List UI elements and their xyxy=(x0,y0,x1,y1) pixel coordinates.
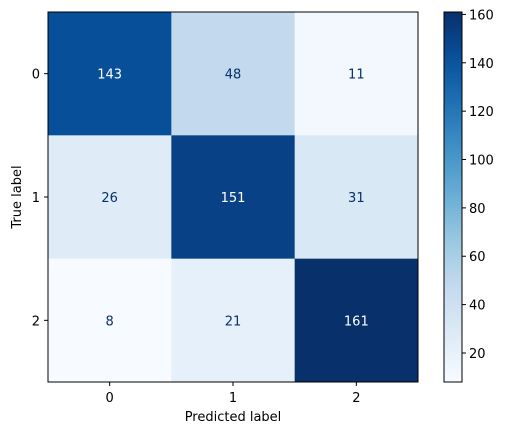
x-axis-ticks: 0 1 2 xyxy=(106,382,360,406)
heatmap-cells: 143 48 11 26 151 31 8 21 161 xyxy=(48,12,419,383)
colorbar-ticks: 20 40 60 80 100 120 140 160 xyxy=(462,8,494,362)
heatmap-cell xyxy=(171,135,296,260)
cell-value-label: 143 xyxy=(97,68,122,83)
heatmap-cell xyxy=(48,12,172,136)
heatmap-cell xyxy=(48,258,172,383)
cell-value-label: 8 xyxy=(106,314,114,329)
x-tick-label: 0 xyxy=(106,391,114,406)
y-tick-label: 2 xyxy=(32,314,40,329)
colorbar-tick-label: 100 xyxy=(469,154,494,169)
heatmap-cell xyxy=(294,135,419,260)
heatmap-cell xyxy=(294,12,419,136)
cell-value-label: 161 xyxy=(344,314,369,329)
heatmap-cell xyxy=(294,258,419,383)
y-tick-label: 0 xyxy=(32,68,40,83)
colorbar-tick-label: 20 xyxy=(469,347,486,362)
colorbar-tick-label: 60 xyxy=(469,250,486,265)
x-tick-label: 1 xyxy=(229,391,237,406)
x-axis-label: Predicted label xyxy=(185,410,282,425)
heatmap-cell xyxy=(171,12,296,136)
cell-value-label: 48 xyxy=(225,68,242,83)
colorbar-tick-label: 160 xyxy=(469,8,494,23)
colorbar-tick-label: 120 xyxy=(469,105,494,120)
colorbar-tick-label: 80 xyxy=(469,202,486,217)
colorbar xyxy=(443,11,463,383)
y-axis-label: True label xyxy=(10,165,25,229)
cell-value-label: 21 xyxy=(225,314,242,329)
cell-value-label: 11 xyxy=(348,68,365,83)
cell-value-label: 151 xyxy=(221,191,246,206)
colorbar-tick-label: 140 xyxy=(469,57,494,72)
colorbar-tick-label: 40 xyxy=(469,299,486,314)
x-tick-label: 2 xyxy=(352,391,360,406)
heatmap-cell xyxy=(48,135,172,260)
cell-value-label: 31 xyxy=(348,191,365,206)
cell-value-label: 26 xyxy=(101,191,118,206)
y-tick-label: 1 xyxy=(32,191,40,206)
y-axis-ticks: 0 1 2 xyxy=(32,68,48,329)
heatmap-cell xyxy=(171,258,296,383)
